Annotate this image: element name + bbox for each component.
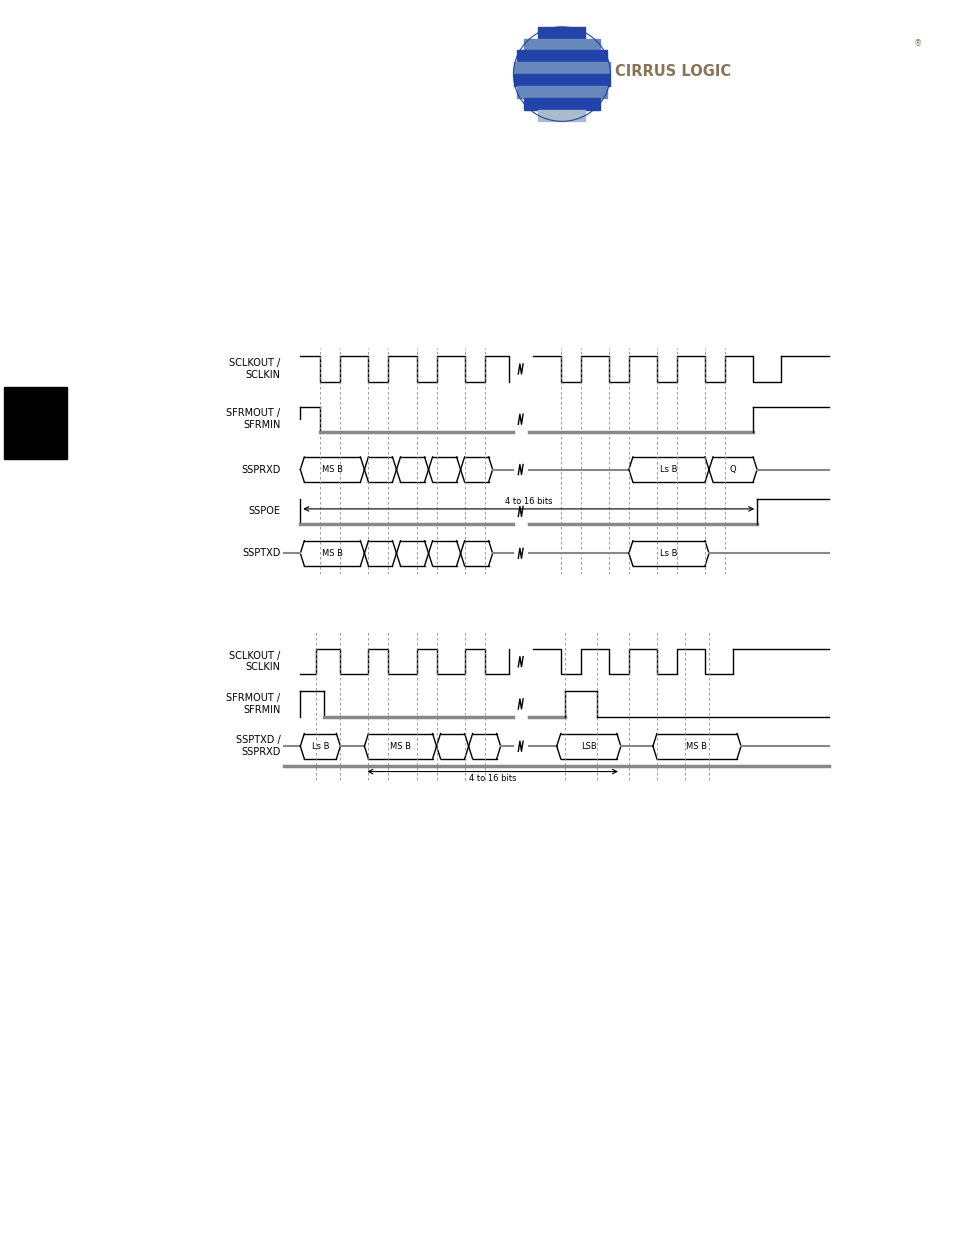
Text: ®: ® (913, 40, 922, 48)
Text: SSPTXD /
SSPRXD: SSPTXD / SSPRXD (235, 735, 280, 757)
Text: 4 to 16 bits: 4 to 16 bits (504, 496, 552, 505)
Text: SCLKOUT /
SCLKIN: SCLKOUT / SCLKIN (229, 358, 280, 379)
Text: SCLKOUT /
SCLKIN: SCLKOUT / SCLKIN (229, 651, 280, 673)
Polygon shape (517, 86, 606, 98)
Polygon shape (523, 38, 599, 51)
Text: SSPOE: SSPOE (248, 506, 280, 516)
Text: Ls B: Ls B (312, 742, 329, 751)
Text: 4 to 16 bits: 4 to 16 bits (469, 774, 516, 783)
Text: SSPRXD: SSPRXD (241, 464, 280, 474)
Polygon shape (514, 62, 609, 74)
Text: LSB: LSB (580, 742, 596, 751)
Text: MS B: MS B (686, 742, 707, 751)
Text: Ls B: Ls B (659, 548, 677, 558)
Text: MS B: MS B (390, 742, 411, 751)
Text: MS B: MS B (321, 466, 342, 474)
Text: SSPTXD: SSPTXD (242, 548, 280, 558)
Polygon shape (537, 110, 585, 121)
Text: MS B: MS B (321, 548, 342, 558)
Polygon shape (517, 51, 606, 62)
Polygon shape (523, 98, 599, 110)
Polygon shape (537, 27, 585, 38)
Text: SFRMOUT /
SFRMIN: SFRMOUT / SFRMIN (226, 693, 280, 715)
Text: Ls B: Ls B (659, 466, 677, 474)
Polygon shape (514, 74, 609, 86)
Text: SFRMOUT /
SFRMIN: SFRMOUT / SFRMIN (226, 409, 280, 430)
Text: Q: Q (729, 466, 736, 474)
Bar (4, 387, 67, 459)
Text: CIRRUS LOGIC: CIRRUS LOGIC (614, 64, 730, 79)
